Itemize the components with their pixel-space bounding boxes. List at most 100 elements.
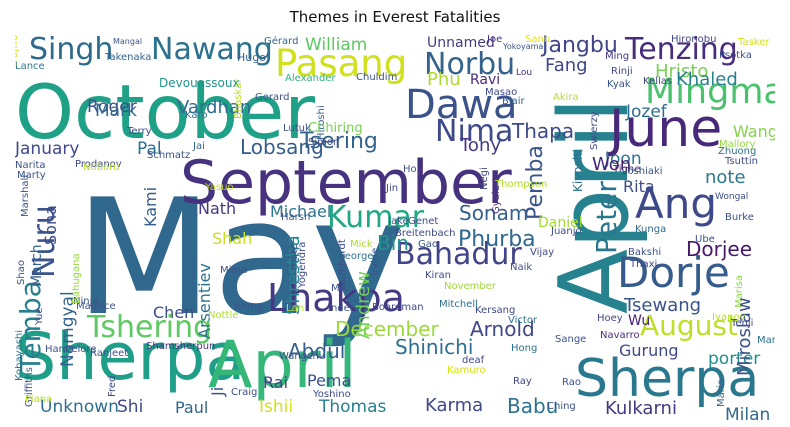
word-tenji: Tenji xyxy=(731,318,754,329)
word-yasuo: Yasuo xyxy=(205,182,234,193)
word-lutuk: Lutuk xyxy=(283,123,311,134)
word-september: September xyxy=(180,148,512,218)
word-narita: Narita xyxy=(15,160,46,171)
word-sherpa: Sherpa xyxy=(15,320,246,395)
word-lobsang: Lobsang xyxy=(240,135,324,159)
word-kellas: Kellas xyxy=(643,76,673,87)
word-alexander: Alexander xyxy=(285,73,336,84)
word-hristo: Hristo xyxy=(655,61,709,82)
word-dorjee: Dorjee xyxy=(686,237,753,261)
word-lan: Lan xyxy=(286,303,305,314)
word-tsewang: Tsewang xyxy=(624,295,702,316)
word-won: Won xyxy=(592,154,632,175)
word-mark: Mark xyxy=(95,101,137,121)
word-wangchu: Wangchu xyxy=(279,351,326,362)
word-marty: Marty xyxy=(17,170,46,181)
word-april: April xyxy=(208,328,357,403)
word-cloud: May April September October Sherpa April Sherp… xyxy=(15,35,775,420)
word-gurung: Gurung xyxy=(619,341,679,360)
word-nath: Nath xyxy=(198,199,237,218)
word-mitchell: Mitchell xyxy=(439,299,478,310)
word-kulkarni: Kulkarni xyxy=(605,398,677,419)
word-mingma: Mingma xyxy=(645,72,775,112)
word-chhiring: Chhiring xyxy=(308,121,363,136)
word-young: Young xyxy=(233,301,263,312)
word-march: March xyxy=(29,244,45,287)
word-bahadur: Bahadur xyxy=(395,237,522,272)
word-mallory: Mallory xyxy=(719,139,756,150)
word-mick: Mick xyxy=(350,239,373,250)
word-wu: Wu xyxy=(628,313,651,329)
word-bahugana: Bahugana xyxy=(71,253,82,304)
word-tshering: Tshering xyxy=(87,310,213,345)
word-craig: Craig xyxy=(231,387,258,398)
word-arsentiev: Arsentiev xyxy=(195,263,214,339)
word-tasker: Tasker xyxy=(738,37,770,48)
word-psotka: Psotka xyxy=(719,50,752,61)
word-michael: Michael xyxy=(270,202,332,221)
word-nima: Nima xyxy=(435,114,514,149)
word-kersang: Kersang xyxy=(475,305,516,316)
word-blair: Blair xyxy=(502,96,525,107)
word-akira: Akira xyxy=(553,92,579,103)
word-daniel: Daniel xyxy=(538,215,583,231)
word-chen: Chen xyxy=(153,303,195,322)
word-ang: Ang xyxy=(635,179,718,228)
word-rao: Rao xyxy=(562,377,581,388)
word-ching: Ching xyxy=(547,401,576,412)
word-october: October xyxy=(15,68,316,156)
word-tsering: Tsering xyxy=(300,129,378,154)
word-yokoyama: Yokoyama xyxy=(503,42,544,51)
word-hoey: Hoey xyxy=(597,313,623,324)
word-ishii: Ishii xyxy=(259,397,294,417)
word-william: William xyxy=(305,35,368,55)
word-january: January xyxy=(15,139,80,159)
word-joon: Joon xyxy=(605,149,642,169)
word-burke: Burke xyxy=(725,212,754,223)
word-genet: Genet xyxy=(408,216,439,227)
word-paul: Paul xyxy=(175,398,209,417)
word-harsh: Harsh xyxy=(281,212,311,223)
word-lance: Lance xyxy=(15,61,45,72)
word-sona: Sona xyxy=(41,205,60,245)
word-jai: Jai xyxy=(193,141,205,152)
word-porter: porter xyxy=(708,349,761,369)
word-pema: Pema xyxy=(307,371,352,390)
word-may: May xyxy=(75,164,406,351)
word-gyalu: Gyalu xyxy=(491,185,502,214)
chart-title: Themes in Everest Fatalities xyxy=(289,8,501,26)
word-sange: Sange xyxy=(555,334,587,345)
word-thomas: Thomas xyxy=(319,397,387,417)
word-simon: Simon xyxy=(308,137,340,148)
word-kiyoshi: Kiyoshi xyxy=(571,149,585,192)
word-hong: Hong xyxy=(511,343,538,354)
word-ube: Ube xyxy=(695,234,715,245)
word-pasang: Pasang xyxy=(275,42,408,85)
word-kamuro: Kamuro xyxy=(447,365,486,376)
word-kumar: Kumar xyxy=(327,200,425,235)
word-mute: mute xyxy=(289,244,300,271)
word-inder: Inder xyxy=(328,303,354,314)
word-wang: Wang xyxy=(733,122,775,141)
word-gerard: Gerard xyxy=(255,92,290,103)
word-chuldim: Chuldim xyxy=(356,72,398,83)
word-roger: Roger xyxy=(87,97,137,117)
word-andrew: Andrew xyxy=(353,271,374,339)
word-marisa: Marisa xyxy=(734,275,745,308)
word-jin: Jin xyxy=(386,183,399,194)
word-ravi: Ravi xyxy=(470,72,501,88)
word-breitenbach: Breitenbach xyxy=(395,228,456,239)
word-dawa: Dawa xyxy=(405,82,518,128)
word-fang: Fang xyxy=(545,55,588,76)
word-shinichi: Shinichi xyxy=(395,335,474,359)
word-terry: Terry xyxy=(127,126,152,137)
word-nottle: Nottle xyxy=(208,310,239,321)
word-kunga: Kunga xyxy=(635,224,667,235)
word-karma: Karma xyxy=(425,395,484,416)
word-arnold: Arnold xyxy=(470,317,535,341)
word-joe: Joe xyxy=(487,35,503,45)
word-hugo: Hugo xyxy=(237,51,266,64)
word-boardman: Boardman xyxy=(372,302,424,313)
word-tenzing: Tenzing xyxy=(625,35,738,67)
word-takenaka: Takenaka xyxy=(105,52,152,63)
